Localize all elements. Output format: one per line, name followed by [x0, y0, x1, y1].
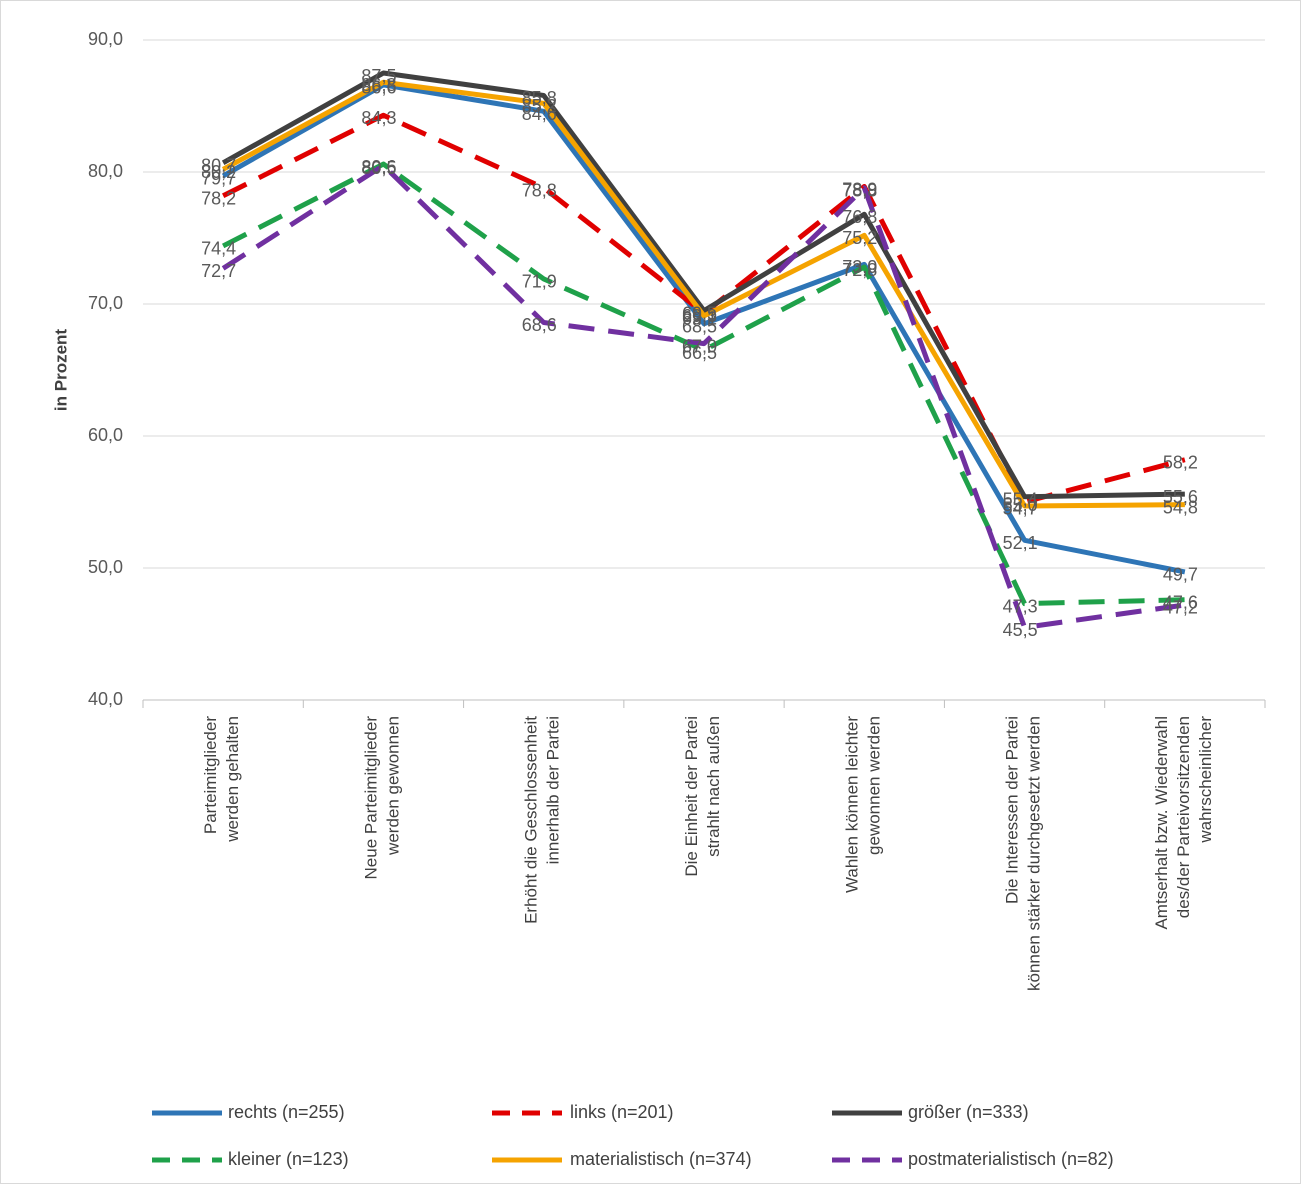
y-tick-label: 90,0	[88, 29, 123, 49]
y-tick-label: 60,0	[88, 425, 123, 445]
data-label: 66,5	[682, 343, 717, 363]
data-label: 72,7	[201, 261, 236, 281]
data-label: 68,5	[682, 317, 717, 337]
data-label: 72,8	[842, 260, 877, 280]
data-label: 86,8	[361, 75, 396, 95]
legend-label: größer (n=333)	[908, 1102, 1029, 1122]
x-tick-label: Die Interessen der Partei können stärker …	[1003, 716, 1044, 991]
data-label: 80,6	[361, 157, 396, 177]
legend-label: postmaterialistisch (n=82)	[908, 1149, 1114, 1169]
data-label: 47,2	[1163, 598, 1198, 618]
data-label: 76,8	[842, 207, 877, 227]
legend-label: materialistisch (n=374)	[570, 1149, 752, 1169]
data-label: 54,8	[1163, 497, 1198, 517]
y-axis-label: in Prozent	[51, 329, 70, 412]
y-tick-label: 40,0	[88, 689, 123, 709]
data-label: 85,8	[522, 88, 557, 108]
legend-label: kleiner (n=123)	[228, 1149, 349, 1169]
legend-label: links (n=201)	[570, 1102, 674, 1122]
data-label: 52,1	[1003, 533, 1038, 553]
data-label: 75,2	[842, 228, 877, 248]
y-tick-label: 50,0	[88, 557, 123, 577]
y-tick-label: 80,0	[88, 161, 123, 181]
data-label: 69,5	[682, 303, 717, 323]
x-tick-label: Amtserhalt bzw. Wiederwahl des/der Partei…	[1152, 716, 1215, 930]
x-tick-label: Die Einheit der Partei strahlt nach außen	[682, 716, 723, 877]
data-label: 45,5	[1003, 620, 1038, 640]
series-line	[221, 162, 1186, 630]
data-label: 86,6	[361, 78, 396, 98]
series-line	[222, 161, 1185, 607]
series-line	[221, 79, 1185, 509]
data-label: 78,8	[842, 181, 877, 201]
data-label: 78,8	[522, 181, 557, 201]
legend-label: rechts (n=255)	[228, 1102, 345, 1122]
data-label: 55,0	[1003, 495, 1038, 515]
data-label: 69,1	[682, 309, 717, 329]
data-label: 84,6	[522, 104, 557, 124]
data-label: 80,7	[201, 156, 236, 176]
data-label: 54,7	[1003, 499, 1038, 519]
data-label: 55,4	[1003, 489, 1038, 509]
series-line	[221, 70, 1185, 500]
data-label: 49,7	[1163, 565, 1198, 585]
data-label: 79,7	[201, 169, 236, 189]
x-tick-label: Wahlen können leichter gewonnen werden	[843, 716, 884, 893]
data-label: 71,9	[522, 272, 557, 292]
series-line	[222, 112, 1186, 505]
data-label: 74,4	[201, 239, 236, 259]
data-label: 47,3	[1003, 596, 1038, 616]
data-label: 85,2	[522, 96, 557, 116]
x-tick-label: Neue Parteimitglieder werden gewonnen	[362, 716, 403, 880]
data-label: 69,3	[682, 306, 717, 326]
data-label: 80,2	[201, 162, 236, 182]
data-label: 67,0	[682, 336, 717, 356]
data-label: 84,3	[361, 108, 396, 128]
data-label: 73,0	[842, 257, 877, 277]
data-label: 78,2	[201, 189, 236, 209]
y-tick-label: 70,0	[88, 293, 123, 313]
x-tick-label: Parteimitglieder werden gehalten	[202, 716, 243, 843]
data-label: 87,5	[361, 66, 396, 86]
x-tick-label: Erhöht die Geschlossenheit innerhalb der …	[522, 716, 563, 924]
data-label: 80,5	[361, 158, 396, 178]
data-label: 47,6	[1163, 592, 1198, 612]
data-label: 68,6	[522, 315, 557, 335]
data-label: 55,6	[1163, 487, 1198, 507]
data-label: 78,9	[842, 179, 877, 199]
data-label: 58,2	[1163, 453, 1198, 473]
